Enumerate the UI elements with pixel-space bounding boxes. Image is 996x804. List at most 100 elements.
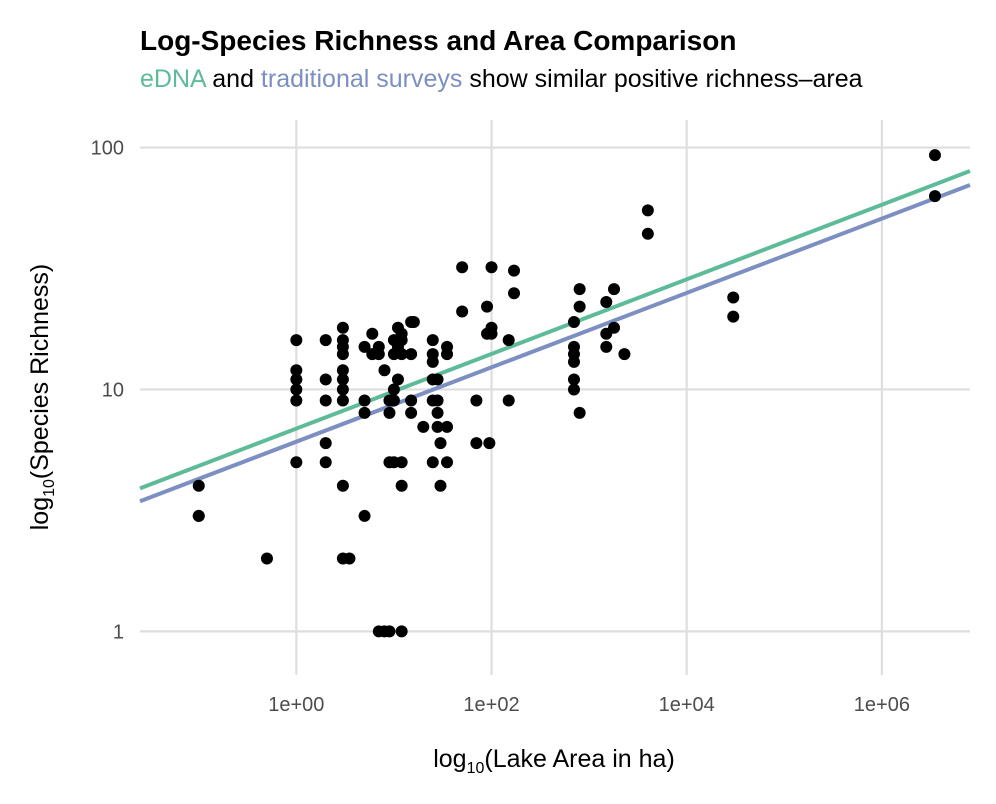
- data-point: [290, 334, 303, 347]
- data-point: [407, 316, 420, 329]
- y-axis-title-prefix: log: [26, 497, 54, 530]
- subtitle-connector: and: [205, 65, 261, 93]
- y-tick-label-0: 1: [113, 621, 124, 643]
- data-point: [502, 394, 515, 407]
- data-point: [192, 479, 205, 492]
- data-point: [608, 321, 621, 334]
- data-point: [483, 437, 496, 450]
- data-point: [434, 479, 447, 492]
- data-point: [434, 437, 447, 450]
- x-axis-title-sub: 10: [467, 760, 485, 777]
- x-tick-label-0: 1e+00: [268, 694, 324, 716]
- data-point: [358, 509, 371, 522]
- data-point: [481, 300, 494, 313]
- data-point: [336, 394, 349, 407]
- data-point: [290, 394, 303, 407]
- data-point: [441, 348, 454, 361]
- data-point: [395, 334, 408, 347]
- data-point: [290, 373, 303, 386]
- data-point: [358, 394, 371, 407]
- points-layer: [192, 149, 941, 638]
- subtitle-edna: eDNA: [140, 65, 207, 93]
- y-axis-title-rest: (Species Richness): [26, 264, 54, 479]
- data-point: [290, 456, 303, 469]
- data-point: [395, 348, 408, 361]
- chart-subtitle: eDNA and traditional surveys show simila…: [140, 65, 863, 93]
- data-point: [441, 420, 454, 433]
- data-point: [441, 456, 454, 469]
- data-point: [456, 261, 469, 274]
- data-point: [470, 394, 483, 407]
- data-point: [378, 364, 391, 377]
- data-point: [431, 420, 444, 433]
- data-point: [336, 479, 349, 492]
- edna-fit-line: [139, 169, 971, 491]
- data-point: [608, 283, 621, 296]
- data-point: [600, 340, 613, 353]
- data-point: [336, 383, 349, 396]
- data-point: [417, 420, 430, 433]
- data-point: [567, 383, 580, 396]
- data-point: [573, 406, 586, 419]
- y-axis-title-sub: 10: [41, 479, 58, 497]
- subtitle-rest: show similar positive richness–area: [462, 65, 862, 93]
- data-point: [641, 227, 654, 240]
- y-axis-title: log10(Species Richness): [26, 264, 58, 531]
- data-point: [387, 394, 400, 407]
- data-point: [319, 456, 332, 469]
- data-point: [928, 190, 941, 203]
- data-point: [426, 355, 439, 368]
- data-point: [405, 406, 418, 419]
- data-point: [383, 625, 396, 638]
- data-point: [508, 287, 521, 300]
- data-point: [319, 437, 332, 450]
- data-point: [366, 327, 379, 340]
- data-point: [508, 264, 521, 277]
- data-point: [502, 334, 515, 347]
- data-point: [290, 383, 303, 396]
- traditional-fit-line: [139, 183, 971, 504]
- data-point: [485, 327, 498, 340]
- x-tick-label-1: 1e+02: [463, 694, 519, 716]
- x-tick-label-3: 1e+06: [854, 694, 910, 716]
- data-point: [431, 394, 444, 407]
- data-point: [600, 295, 613, 308]
- fit-lines-layer: [139, 169, 971, 504]
- grid-layer: [140, 120, 970, 675]
- data-point: [336, 348, 349, 361]
- subtitle-traditional: traditional surveys: [261, 65, 462, 93]
- data-point: [567, 373, 580, 386]
- data-point: [573, 300, 586, 313]
- data-point: [383, 406, 396, 419]
- data-point: [431, 406, 444, 419]
- data-point: [358, 406, 371, 419]
- data-point: [372, 348, 385, 361]
- data-point: [395, 625, 408, 638]
- data-point: [395, 456, 408, 469]
- data-point: [727, 291, 740, 304]
- x-axis-title-prefix: log: [433, 745, 466, 773]
- data-point: [405, 348, 418, 361]
- x-axis-title-rest: (Lake Area in ha): [484, 745, 674, 773]
- x-tick-label-2: 1e+04: [659, 694, 715, 716]
- data-point: [387, 383, 400, 396]
- data-point: [485, 261, 498, 274]
- data-point: [426, 456, 439, 469]
- data-point: [336, 321, 349, 334]
- chart-title: Log-Species Richness and Area Comparison: [140, 25, 736, 56]
- data-point: [192, 509, 205, 522]
- data-point: [336, 373, 349, 386]
- data-point: [727, 310, 740, 323]
- data-point: [319, 394, 332, 407]
- data-point: [260, 552, 273, 565]
- y-axis-ticks: 1 10 100: [91, 138, 124, 644]
- data-point: [426, 334, 439, 347]
- x-axis-ticks: 1e+00 1e+02 1e+04 1e+06: [268, 694, 910, 716]
- data-point: [641, 204, 654, 217]
- data-point: [358, 340, 371, 353]
- data-point: [567, 316, 580, 329]
- data-point: [431, 373, 444, 386]
- data-point: [405, 394, 418, 407]
